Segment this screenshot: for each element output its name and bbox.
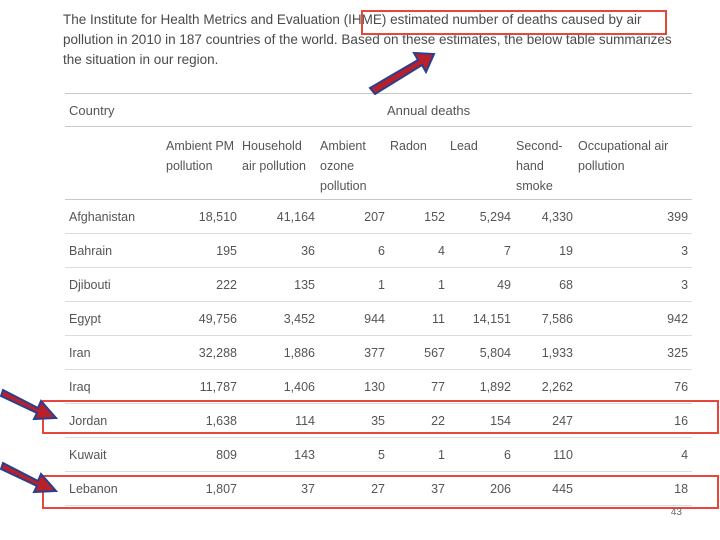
column-header: Household air pollution [241,126,319,200]
value-cell: 445 [515,471,577,506]
value-cell: 325 [577,335,693,370]
table-row: Bahrain 195 36 6 4 7 19 3 [65,233,693,268]
value-cell: 942 [577,301,693,336]
country-cell: Iraq [65,369,165,404]
value-cell: 377 [319,335,389,370]
value-cell: 2,262 [515,369,577,404]
value-cell: 195 [165,233,241,268]
column-header: Second-hand smoke [515,126,577,200]
value-cell: 1,892 [449,369,515,404]
value-cell: 32,288 [165,335,241,370]
value-cell: 68 [515,267,577,302]
value-cell: 207 [319,199,389,234]
deaths-table-container: Country Annual deaths Ambient PM polluti… [65,93,693,506]
value-cell: 16 [577,403,693,438]
value-cell: 77 [389,369,449,404]
column-header: Ambient ozone pollution [319,126,389,200]
lebanon-arrow-icon [0,461,59,494]
value-cell: 37 [241,471,319,506]
value-cell: 4 [389,233,449,268]
page-number: 43 [670,507,682,518]
table-row: Afghanistan 18,510 41,164 207 152 5,294 4,330 3… [65,199,693,234]
value-cell: 7 [449,233,515,268]
table-row: Egypt 49,756 3,452 944 11 14,151 7,586 942 [65,301,693,336]
value-cell: 4 [577,437,693,472]
value-cell: 247 [515,403,577,438]
table-subheader-row: Ambient PM pollution Household air pollu… [65,126,693,200]
value-cell: 3 [577,267,693,302]
table-header-row: Country Annual deaths [65,93,693,127]
country-cell: Jordan [65,403,165,438]
column-header: Lead [449,126,515,200]
value-cell: 22 [389,403,449,438]
value-cell: 143 [241,437,319,472]
country-cell: Djibouti [65,267,165,302]
value-cell: 110 [515,437,577,472]
table-row: Iran 32,288 1,886 377 567 5,804 1,933 325 [65,335,693,370]
value-cell: 567 [389,335,449,370]
value-cell: 3 [577,233,693,268]
value-cell: 5 [319,437,389,472]
value-cell: 809 [165,437,241,472]
value-cell: 1,886 [241,335,319,370]
value-cell: 1 [389,437,449,472]
country-header: Country [65,93,165,127]
value-cell: 5,294 [449,199,515,234]
value-cell: 222 [165,267,241,302]
value-cell: 130 [319,369,389,404]
value-cell: 49,756 [165,301,241,336]
value-cell: 49 [449,267,515,302]
value-cell: 5,804 [449,335,515,370]
table-row: Jordan 1,638 114 35 22 154 247 16 [65,403,693,438]
column-header: Ambient PM pollution [165,126,241,200]
table-row: Kuwait 809 143 5 1 6 110 4 [65,437,693,472]
table-row: Djibouti 222 135 1 1 49 68 3 [65,267,693,302]
value-cell: 76 [577,369,693,404]
country-cell: Egypt [65,301,165,336]
value-cell: 399 [577,199,693,234]
value-cell: 135 [241,267,319,302]
country-cell: Iran [65,335,165,370]
value-cell: 7,586 [515,301,577,336]
country-cell: Lebanon [65,471,165,506]
value-cell: 1,406 [241,369,319,404]
column-header: Radon [389,126,449,200]
column-header: Occupational air pollution [577,126,693,200]
deaths-table: Country Annual deaths Ambient PM polluti… [65,93,693,506]
value-cell: 11 [389,301,449,336]
value-cell: 37 [389,471,449,506]
value-cell: 11,787 [165,369,241,404]
value-cell: 18,510 [165,199,241,234]
jordan-arrow-icon [0,388,59,421]
value-cell: 1 [319,267,389,302]
value-cell: 3,452 [241,301,319,336]
value-cell: 154 [449,403,515,438]
country-cell: Kuwait [65,437,165,472]
value-cell: 6 [319,233,389,268]
value-cell: 27 [319,471,389,506]
country-cell: Bahrain [65,233,165,268]
value-cell: 1,638 [165,403,241,438]
annual-deaths-header: Annual deaths [165,93,693,127]
country-cell: Afghanistan [65,199,165,234]
value-cell: 19 [515,233,577,268]
table-row: Iraq 11,787 1,406 130 77 1,892 2,262 76 [65,369,693,404]
value-cell: 152 [389,199,449,234]
value-cell: 1,933 [515,335,577,370]
value-cell: 4,330 [515,199,577,234]
value-cell: 1 [389,267,449,302]
value-cell: 18 [577,471,693,506]
value-cell: 1,807 [165,471,241,506]
value-cell: 114 [241,403,319,438]
value-cell: 41,164 [241,199,319,234]
value-cell: 944 [319,301,389,336]
value-cell: 35 [319,403,389,438]
value-cell: 36 [241,233,319,268]
value-cell: 14,151 [449,301,515,336]
intro-paragraph: The Institute for Health Metrics and Eva… [63,12,672,67]
value-cell: 206 [449,471,515,506]
value-cell: 6 [449,437,515,472]
table-row: Lebanon 1,807 37 27 37 206 445 18 [65,471,693,506]
